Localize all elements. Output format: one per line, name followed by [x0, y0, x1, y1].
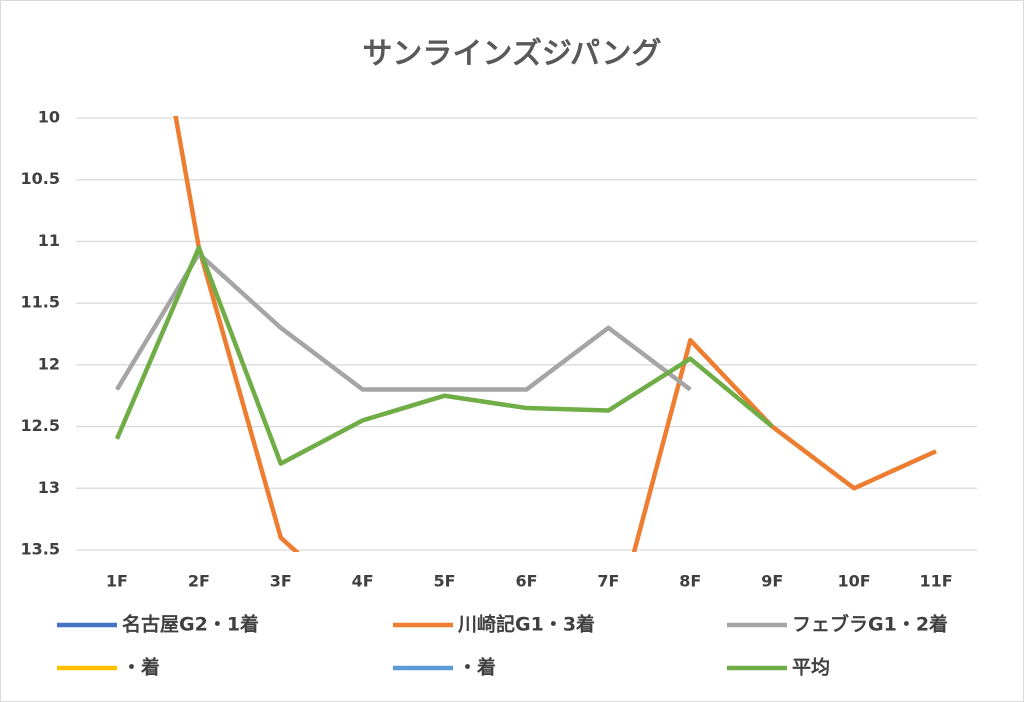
legend-label: ・着 [458, 656, 496, 679]
y-tick-label: 13 [38, 478, 60, 497]
chart-title: サンラインズジパング [362, 37, 661, 72]
x-tick-label: 11F [919, 572, 952, 591]
series-line [114, 245, 774, 466]
x-tick-label: 6F [515, 572, 537, 591]
legend-label: 川崎記G1・3着 [457, 613, 595, 636]
x-tick-label: 7F [597, 572, 619, 591]
plot-area [114, 116, 937, 552]
legend-label: 平均 [792, 656, 830, 679]
x-tick-label: 10F [838, 572, 871, 591]
series-line [115, 251, 692, 392]
legend-label: ・着 [122, 656, 160, 679]
legend-label: フェブラG1・2着 [792, 613, 948, 636]
y-tick-label: 12 [38, 354, 60, 373]
legend-label: 名古屋G2・1着 [122, 613, 259, 636]
x-tick-label: 8F [679, 572, 701, 591]
y-tick-label: 12.5 [21, 416, 60, 435]
x-tick-label: 4F [352, 572, 374, 591]
y-tick-label: 11 [38, 231, 60, 250]
y-tick-label: 10 [38, 108, 60, 127]
y-tick-label: 11.5 [21, 293, 60, 312]
y-tick-label: 10.5 [21, 169, 60, 188]
x-tick-label: 2F [188, 572, 210, 591]
x-tick-label: 1F [106, 572, 128, 591]
series-line [173, 116, 937, 552]
x-tick-label: 3F [270, 572, 292, 591]
x-tick-label: 9F [761, 572, 783, 591]
y-tick-label: 13.5 [21, 540, 60, 559]
x-tick-label: 5F [434, 572, 456, 591]
